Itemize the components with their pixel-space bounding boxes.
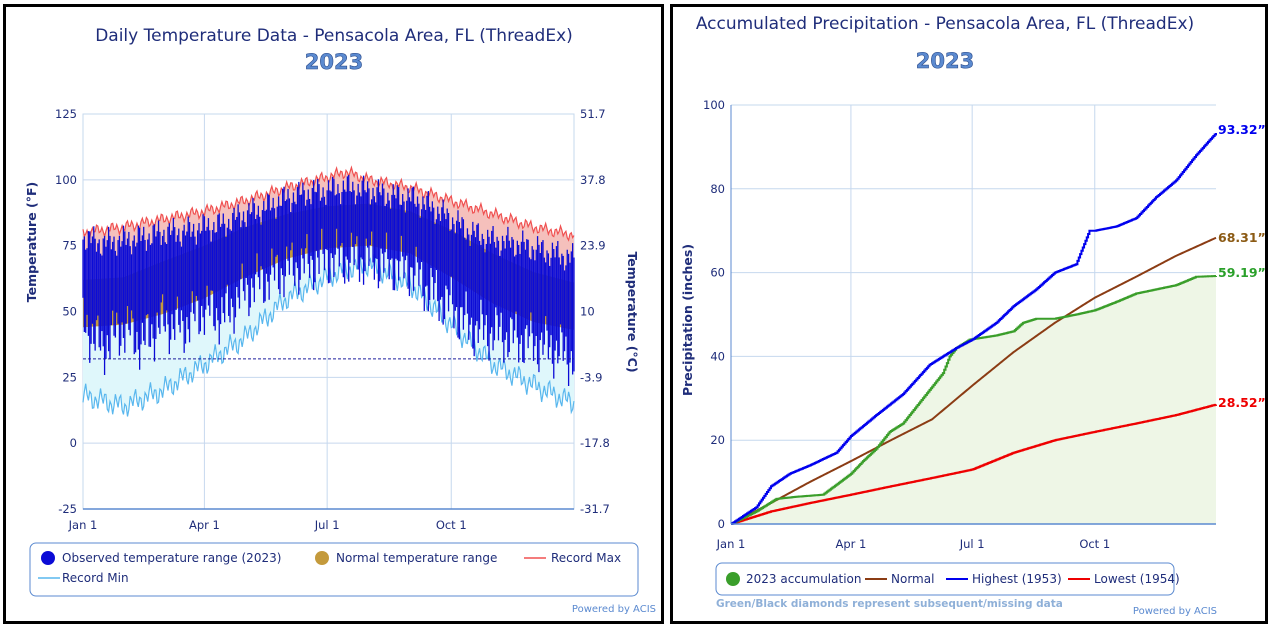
plot-area	[730, 132, 1217, 525]
legend-accum[interactable]: 2023 accumulation	[746, 572, 861, 586]
end-label-normal: 68.31”	[1218, 230, 1265, 245]
x-tick-label: Apr 1	[835, 537, 866, 551]
x-tick-label: Jan 1	[68, 518, 98, 532]
legend-observed-marker	[41, 551, 55, 565]
axes: 125 51.7 100 37.8 75 23.9 50 10 25 -3.9 0 -17.8 -25 -…	[55, 107, 610, 532]
x-tick-label: Apr 1	[189, 518, 220, 532]
legend-accum-marker	[726, 572, 740, 586]
x-tick-label: Oct 1	[1079, 537, 1110, 551]
legend-box	[29, 542, 639, 597]
y-tick-label-f: 50	[62, 305, 77, 319]
y-tick-label: 60	[710, 266, 725, 280]
y-tick-label: 20	[710, 433, 725, 447]
temperature-chart: Daily Temperature Data - Pensacola Area,…	[24, 26, 656, 615]
end-label-lowest: 28.52”	[1218, 395, 1265, 410]
lowest-1954-line	[731, 403, 1217, 525]
legend-lowest[interactable]: Lowest (1954)	[1094, 572, 1180, 586]
x-tick-label: Jan 1	[716, 537, 746, 551]
credit[interactable]: Powered by ACIS	[1133, 606, 1217, 617]
accumulation-fill	[731, 275, 1216, 524]
credit[interactable]: Powered by ACIS	[572, 604, 656, 615]
plot-area	[82, 165, 575, 417]
y-tick-label-f: -25	[58, 502, 77, 516]
record-low-band	[83, 245, 574, 417]
x-tick-label: Jul 1	[959, 537, 985, 551]
y-tick-label-c: -31.7	[580, 502, 610, 516]
legend-record-max[interactable]: Record Max	[551, 551, 621, 565]
precipitation-chart: Accumulated Precipitation - Pensacola Ar…	[680, 14, 1265, 617]
y-tick-label-f: 100	[55, 173, 77, 187]
x-tick-label: Jul 1	[314, 518, 340, 532]
y-tick-label-f: 75	[62, 239, 77, 253]
y-tick-label: 40	[710, 349, 725, 363]
normal-line	[730, 236, 1217, 525]
y-axis-label: Precipitation (inches)	[680, 244, 695, 396]
y-tick-label-f: 25	[62, 370, 77, 384]
temperature-chart-panel: Daily Temperature Data - Pensacola Area,…	[3, 4, 664, 624]
y-tick-label-f: 0	[70, 436, 77, 450]
legend: Observed temperature range (2023) Normal…	[29, 542, 639, 597]
y-tick-label-c: 23.9	[580, 239, 606, 253]
y-tick-label-c: 51.7	[580, 107, 606, 121]
y-axis-label-left: Temperature (°F)	[24, 182, 39, 302]
highest-1953-line	[731, 132, 1217, 525]
legend-box	[715, 562, 1175, 596]
end-label-highest: 93.32”	[1218, 122, 1265, 137]
legend-normal[interactable]: Normal	[891, 572, 934, 586]
chart-title: Daily Temperature Data - Pensacola Area,…	[95, 26, 573, 46]
precipitation-chart-panel: Accumulated Precipitation - Pensacola Ar…	[670, 4, 1268, 624]
y-tick-label-c: 37.8	[580, 173, 606, 187]
end-label-accum: 59.19”	[1218, 265, 1265, 280]
missing-data-note: Green/Black diamonds represent subsequen…	[716, 598, 1063, 610]
legend-observed[interactable]: Observed temperature range (2023)	[62, 551, 281, 565]
y-tick-label: 100	[703, 98, 725, 112]
x-tick-label: Oct 1	[436, 518, 467, 532]
chart-year: 2023	[916, 49, 974, 73]
y-tick-label: 80	[710, 182, 725, 196]
y-axis-label-right: Temperature (°C)	[625, 251, 640, 372]
legend-record-min[interactable]: Record Min	[62, 571, 129, 585]
y-tick-label: 0	[718, 517, 725, 531]
legend-highest[interactable]: Highest (1953)	[972, 572, 1062, 586]
chart-title: Accumulated Precipitation - Pensacola Ar…	[696, 14, 1194, 34]
legend-normal-marker	[315, 551, 329, 565]
y-tick-label-f: 125	[55, 107, 77, 121]
observed-bars	[82, 174, 575, 386]
chart-year: 2023	[305, 50, 363, 74]
y-tick-label-c: -3.9	[580, 370, 602, 384]
y-tick-label-c: -17.8	[580, 436, 610, 450]
legend-normal[interactable]: Normal temperature range	[336, 551, 497, 565]
y-tick-label-c: 10	[580, 305, 595, 319]
axes: 100 80 60 40 20 0 Jan 1 Apr 1 Jul 1 Oct 1	[703, 98, 1216, 551]
legend: 2023 accumulation Normal Highest (1953) …	[715, 562, 1180, 596]
